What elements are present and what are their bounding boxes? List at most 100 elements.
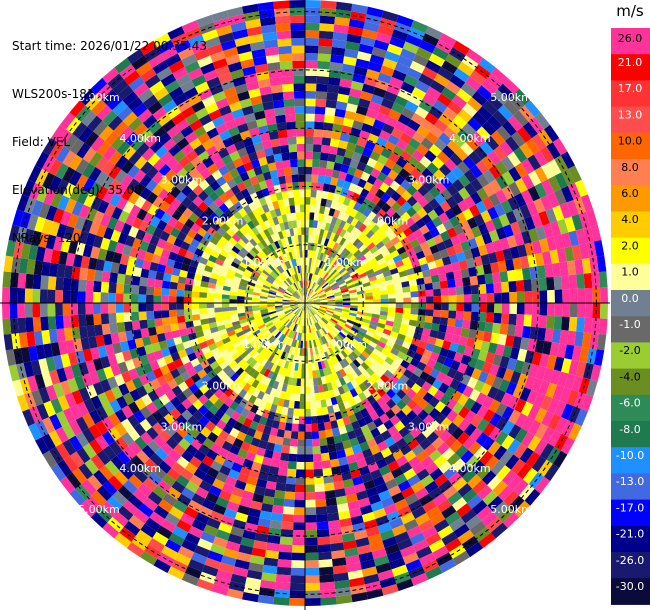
velocity-gate [475,159,489,174]
velocity-gate [305,113,315,122]
velocity-gate [360,36,376,47]
velocity-gate [331,39,347,49]
velocity-gate [305,297,311,303]
velocity-gate [490,262,500,274]
velocity-gate [362,217,372,227]
velocity-gate [352,260,361,268]
velocity-gate [473,213,485,226]
velocity-gate [486,303,495,313]
velocity-gate [404,262,414,271]
velocity-gate [346,33,362,44]
velocity-gate [362,207,372,218]
velocity-gate [488,193,501,207]
velocity-gate [509,291,518,303]
velocity-gate [452,114,468,129]
velocity-gate [376,171,388,183]
velocity-gate [330,177,339,186]
velocity-gate [315,197,322,206]
velocity-gate [408,93,423,107]
velocity-gate [366,254,375,262]
velocity-gate [360,235,370,245]
velocity-gate [363,238,373,248]
velocity-gate [531,133,547,151]
velocity-gate [546,236,557,252]
velocity-gate [331,284,339,290]
velocity-gate [429,267,439,277]
velocity-gate [467,117,482,132]
velocity-gate [409,167,422,180]
velocity-gate [316,259,322,268]
velocity-gate [412,131,426,144]
velocity-gate [318,269,324,277]
velocity-gate [373,303,381,307]
velocity-gate [366,6,384,18]
velocity-gate [375,188,386,199]
velocity-gate [372,119,386,130]
velocity-gate [448,287,457,296]
velocity-gate [311,295,319,300]
velocity-gate [342,117,355,128]
velocity-gate [350,246,359,255]
velocity-gate [410,297,419,303]
velocity-gate [401,256,412,265]
velocity-gate [375,112,389,124]
velocity-gate [310,292,317,299]
velocity-gate [396,264,406,273]
velocity-gate [499,271,509,283]
velocity-gate [403,74,419,88]
velocity-gate [475,200,488,214]
velocity-gate [488,229,500,243]
velocity-gate [469,204,481,218]
velocity-gate [363,250,373,259]
velocity-gate [340,163,350,174]
colorbar-tick-label: -21.0 [616,528,644,541]
velocity-gate [526,201,539,217]
velocity-gate [476,173,490,188]
velocity-gate [494,303,502,314]
velocity-gate [389,267,399,275]
velocity-gate [534,252,545,267]
velocity-gate [412,190,424,202]
velocity-gate [395,156,408,169]
velocity-gate [432,46,449,61]
velocity-gate [346,215,355,225]
velocity-gate [425,254,435,264]
velocity-gate [403,297,412,303]
velocity-gate [465,257,476,269]
velocity-gate [305,45,319,54]
velocity-gate [407,155,420,168]
velocity-gate [478,222,489,236]
velocity-gate [359,154,370,165]
velocity-gate [481,79,498,95]
velocity-gate [441,303,449,311]
velocity-gate [399,132,413,145]
velocity-gate [360,258,369,266]
velocity-gate [321,137,332,146]
velocity-gate [405,34,423,47]
colorbar-tick-label: -1.0 [619,318,640,331]
velocity-gate [320,221,327,230]
velocity-gate [503,99,519,116]
velocity-gate [452,191,464,204]
velocity-gate [506,235,518,249]
velocity-gate [432,216,443,228]
velocity-gate [442,219,454,231]
velocity-gate [531,290,540,303]
velocity-gate [386,83,401,96]
velocity-gate [355,58,370,69]
velocity-gate [344,48,359,59]
velocity-gate [503,224,514,238]
colorbar-tick-label: 26.0 [618,32,643,45]
velocity-gate [453,269,463,280]
velocity-gate [328,279,336,286]
velocity-gate [445,271,455,281]
velocity-gate [390,191,402,202]
velocity-gate [406,67,422,81]
velocity-gate [471,131,486,146]
velocity-gate [449,153,463,167]
velocity-gate [305,0,321,8]
velocity-gate [349,235,358,245]
velocity-gate [507,115,523,132]
velocity-gate [352,120,364,131]
